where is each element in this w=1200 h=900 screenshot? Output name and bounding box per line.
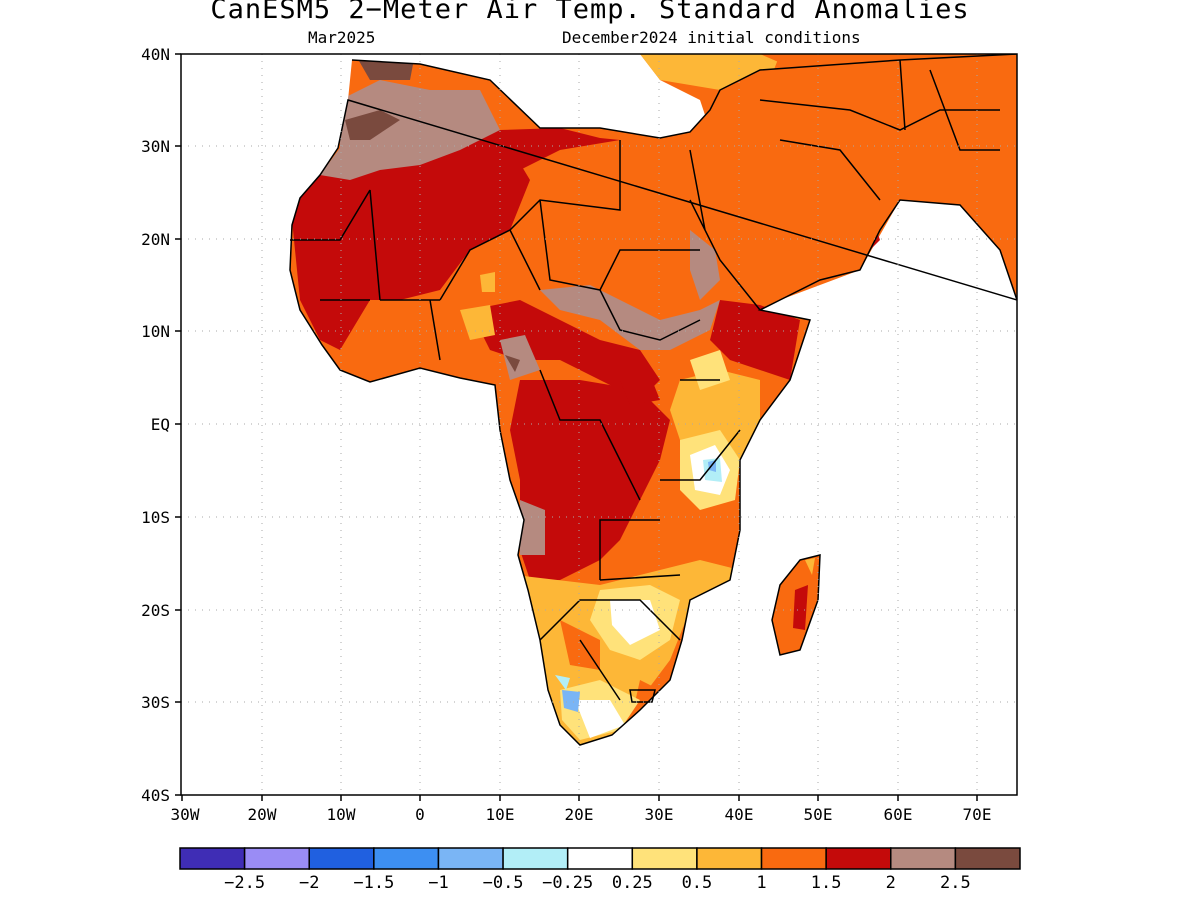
color-legend-label: −2.5	[224, 873, 265, 893]
color-legend-swatch	[243, 847, 310, 870]
valid-month-label: Mar2025	[308, 28, 376, 47]
map-title: CanESM5 2−Meter Air Temp. Standard Anoma…	[210, 0, 970, 25]
lon-tick-label: 70E	[963, 805, 992, 824]
lat-tick-label: 40S	[141, 786, 170, 805]
color-legend-swatch	[308, 847, 375, 870]
lat-tick-label: 10N	[141, 322, 170, 341]
coastlines	[289, 54, 1017, 746]
color-legend-label: −1.5	[353, 873, 394, 893]
color-legend-swatch	[631, 847, 698, 870]
lon-tick-label: 40E	[725, 805, 754, 824]
color-legend-swatch	[825, 847, 892, 870]
color-legend-label: 0.5	[682, 873, 713, 893]
lon-tick-label: 20E	[565, 805, 594, 824]
lon-tick-label: 30E	[645, 805, 674, 824]
initial-conditions-label: December2024 initial conditions	[562, 28, 861, 47]
color-legend-label: 1.5	[811, 873, 842, 893]
color-legend-swatch	[179, 847, 246, 870]
color-legend-swatch	[954, 847, 1021, 870]
lon-labels: 30W 20W 10W 0 10E 20E 30E 40E 50E 60E 70…	[171, 805, 992, 824]
color-legend-swatch	[566, 847, 634, 870]
lon-tick-label: 50E	[804, 805, 833, 824]
color-legend-swatch	[502, 847, 569, 870]
lon-tick-label: 60E	[884, 805, 913, 824]
lat-tick-label: 30S	[141, 693, 170, 712]
color-legend-swatch	[760, 847, 827, 870]
lat-tick-label: 20N	[141, 230, 170, 249]
color-legend-swatch	[373, 847, 440, 870]
color-legend-label: 2	[886, 873, 896, 893]
lon-tick-label: 30W	[171, 805, 200, 824]
color-legend-label: 0.25	[612, 873, 653, 893]
color-legend-label: −0.5	[483, 873, 524, 893]
lon-tick-label: 20W	[248, 805, 277, 824]
color-legend-label: −2	[299, 873, 319, 893]
lat-labels: 40N 30N 20N 10N EQ 10S 20S 30S 40S	[141, 45, 170, 805]
color-legend-swatch	[437, 847, 504, 870]
color-legend-label: 2.5	[940, 873, 971, 893]
color-legend-label: −0.25	[542, 873, 593, 893]
lon-tick-label: 10E	[486, 805, 515, 824]
color-legend: −2.5 −2 −1.5 −1 −0.5 −0.25 0.25 0.5 1 1.5 2 2.5	[179, 847, 1021, 893]
lon-tick-label: 0	[415, 805, 425, 824]
axis-ticks	[175, 53, 978, 801]
lat-tick-label: EQ	[151, 415, 170, 434]
lat-tick-label: 20S	[141, 601, 170, 620]
color-legend-label: −1	[428, 873, 448, 893]
color-legend-swatch	[696, 847, 763, 870]
color-legend-swatch	[890, 847, 957, 870]
lat-tick-label: 40N	[141, 45, 170, 64]
lat-tick-label: 30N	[141, 137, 170, 156]
lon-tick-label: 10W	[327, 805, 356, 824]
color-legend-label: 1	[756, 873, 766, 893]
lat-tick-label: 10S	[141, 508, 170, 527]
